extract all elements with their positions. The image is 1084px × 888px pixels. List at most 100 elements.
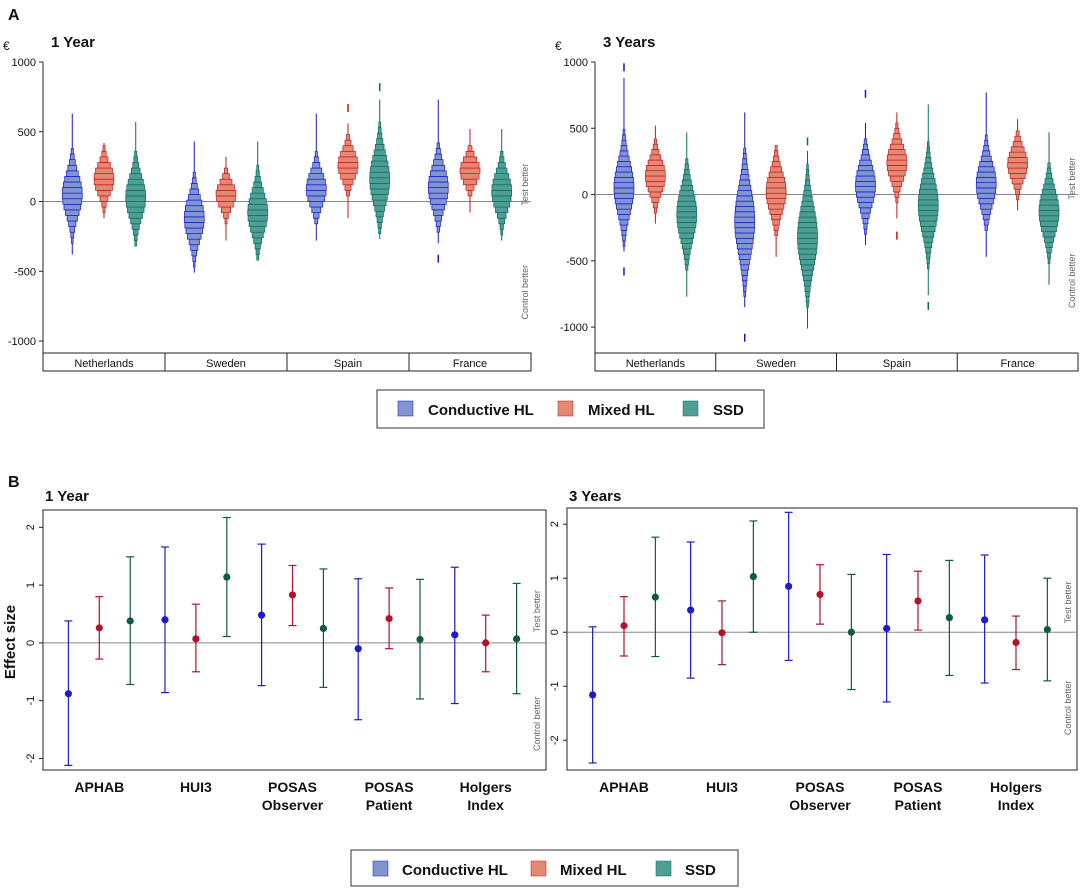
- violin-bin: [801, 269, 814, 276]
- violin-bin: [983, 219, 989, 226]
- legend-swatch-ssd: [682, 400, 699, 417]
- x-category-label-posas: POSAS: [365, 779, 414, 795]
- violin-bin: [499, 223, 504, 230]
- violin-bin: [1007, 157, 1028, 164]
- violin-bin: [346, 134, 350, 141]
- violin-bin: [222, 173, 230, 180]
- violin-bin: [248, 220, 267, 227]
- violin-bin: [926, 257, 930, 264]
- violin-bin: [653, 138, 657, 145]
- violin-bin: [649, 191, 662, 198]
- violin-bin: [653, 207, 657, 214]
- violin-bin: [797, 237, 818, 244]
- violin-bin: [132, 162, 140, 169]
- point-estimate: [482, 639, 490, 647]
- violin-bin: [307, 195, 326, 202]
- violin-bin: [863, 223, 868, 230]
- y-tick-label: -500: [566, 256, 588, 268]
- violin-bin: [102, 145, 106, 152]
- violin-bin: [186, 199, 203, 207]
- errorbar-ssd-holgers-index: [512, 582, 521, 695]
- violin-bin: [685, 158, 689, 165]
- violin-bin: [428, 176, 448, 183]
- violin-bin: [428, 187, 449, 194]
- violin-bin: [224, 167, 228, 174]
- violin-bin: [134, 240, 137, 247]
- violin-bin: [894, 127, 900, 134]
- violin-bin: [679, 232, 695, 239]
- legend-panel-a: Conductive HL Mixed HL SSD: [376, 389, 765, 429]
- legend-label-conductive: Conductive HL: [428, 402, 534, 419]
- test-better-label: Test better: [520, 164, 530, 206]
- violin-bin: [1039, 220, 1059, 227]
- violin-bin: [187, 194, 201, 201]
- violin-bin: [647, 159, 664, 166]
- violin-bin: [774, 145, 778, 152]
- violin-bin: [1044, 178, 1054, 185]
- violin-bin: [500, 229, 504, 236]
- violin-bin: [374, 205, 386, 212]
- violin-bin: [886, 159, 908, 166]
- violin-bin: [70, 231, 75, 239]
- violin-bin: [678, 227, 696, 234]
- violin-bin: [497, 162, 506, 169]
- violin-bin: [306, 190, 327, 197]
- violin-bin: [65, 170, 79, 177]
- chart-title: 1 Year: [51, 34, 95, 51]
- x-category-label-holgers: Holgers: [990, 779, 1042, 795]
- violin-bin: [192, 255, 197, 262]
- violin-bin: [71, 237, 74, 244]
- violin-bin: [685, 264, 689, 271]
- violin-bin: [651, 196, 660, 203]
- violin-bin: [893, 186, 901, 193]
- point-estimate: [914, 597, 922, 605]
- violin-bin: [855, 180, 876, 187]
- violin-bin: [774, 229, 778, 237]
- violin-bin: [682, 248, 691, 255]
- x-category-label-patient: Patient: [895, 797, 942, 813]
- violin-ssd-spain: [917, 104, 939, 310]
- x-category-label-sweden: Sweden: [756, 358, 796, 370]
- violin-bin: [375, 210, 384, 218]
- violin-bin: [771, 214, 782, 221]
- violin-bin: [797, 243, 818, 250]
- violin-bin: [191, 249, 198, 257]
- violin-bin: [856, 170, 875, 177]
- point-estimate: [354, 645, 362, 653]
- violin-bin: [918, 194, 939, 201]
- violin-bin: [738, 184, 752, 191]
- violin-bin: [433, 209, 444, 216]
- violin-bin: [378, 227, 382, 234]
- control-better-label: Control better: [520, 265, 530, 320]
- violin-bin: [922, 231, 935, 238]
- x-category-label-index: Index: [998, 797, 1035, 813]
- violin-bin: [805, 290, 810, 297]
- violin-bin: [919, 183, 937, 190]
- violin-bin: [860, 154, 871, 161]
- point-estimate: [589, 691, 597, 699]
- violin-bin: [806, 163, 809, 170]
- violin-bin: [127, 178, 144, 186]
- violin-bin: [499, 156, 505, 163]
- violin-bin: [247, 209, 269, 216]
- violin-conductive-hl-netherlands: [61, 113, 83, 255]
- violin-bin: [344, 139, 352, 147]
- violin-bin: [894, 191, 900, 198]
- point-estimate: [687, 606, 695, 614]
- point-estimate: [288, 591, 297, 599]
- violin-bin: [436, 226, 440, 233]
- x-category-label-patient: Patient: [366, 797, 413, 813]
- violin-bin: [622, 240, 626, 247]
- violin-conductive-hl-sweden: [734, 112, 756, 342]
- violin-bin: [647, 186, 664, 193]
- violin-bin: [344, 184, 352, 191]
- errorbar-mixed-hl-aphab: [95, 596, 104, 660]
- violin-bin: [378, 121, 381, 128]
- x-category-label-france: France: [453, 358, 487, 370]
- violin-bin: [99, 156, 109, 163]
- violin-bin: [467, 145, 473, 152]
- violin-bin: [806, 301, 809, 308]
- violin-bin: [436, 142, 440, 149]
- errorbar-conductive-hl-holgers-index: [450, 566, 459, 705]
- violin-bin: [130, 167, 141, 174]
